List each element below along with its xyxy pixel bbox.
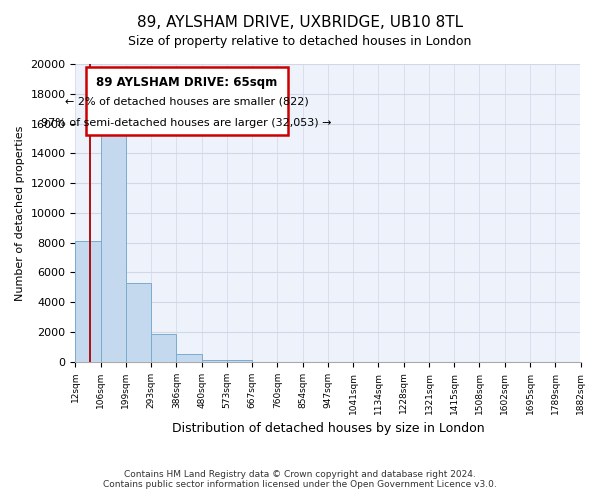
X-axis label: Distribution of detached houses by size in London: Distribution of detached houses by size … bbox=[172, 422, 484, 435]
Bar bbox=[151, 334, 176, 362]
FancyBboxPatch shape bbox=[86, 67, 287, 136]
Bar bbox=[76, 241, 101, 362]
Text: 89, AYLSHAM DRIVE, UXBRIDGE, UB10 8TL: 89, AYLSHAM DRIVE, UXBRIDGE, UB10 8TL bbox=[137, 15, 463, 30]
Text: ← 2% of detached houses are smaller (822): ← 2% of detached houses are smaller (822… bbox=[65, 97, 308, 107]
Text: Contains HM Land Registry data © Crown copyright and database right 2024.
Contai: Contains HM Land Registry data © Crown c… bbox=[103, 470, 497, 489]
Bar bbox=[202, 360, 227, 362]
Text: 97% of semi-detached houses are larger (32,053) →: 97% of semi-detached houses are larger (… bbox=[41, 118, 332, 128]
Bar bbox=[227, 360, 252, 362]
Bar bbox=[176, 354, 202, 362]
Y-axis label: Number of detached properties: Number of detached properties bbox=[15, 125, 25, 300]
Bar bbox=[126, 283, 151, 362]
Text: 89 AYLSHAM DRIVE: 65sqm: 89 AYLSHAM DRIVE: 65sqm bbox=[96, 76, 277, 89]
Bar bbox=[101, 116, 126, 362]
Text: Size of property relative to detached houses in London: Size of property relative to detached ho… bbox=[128, 35, 472, 48]
